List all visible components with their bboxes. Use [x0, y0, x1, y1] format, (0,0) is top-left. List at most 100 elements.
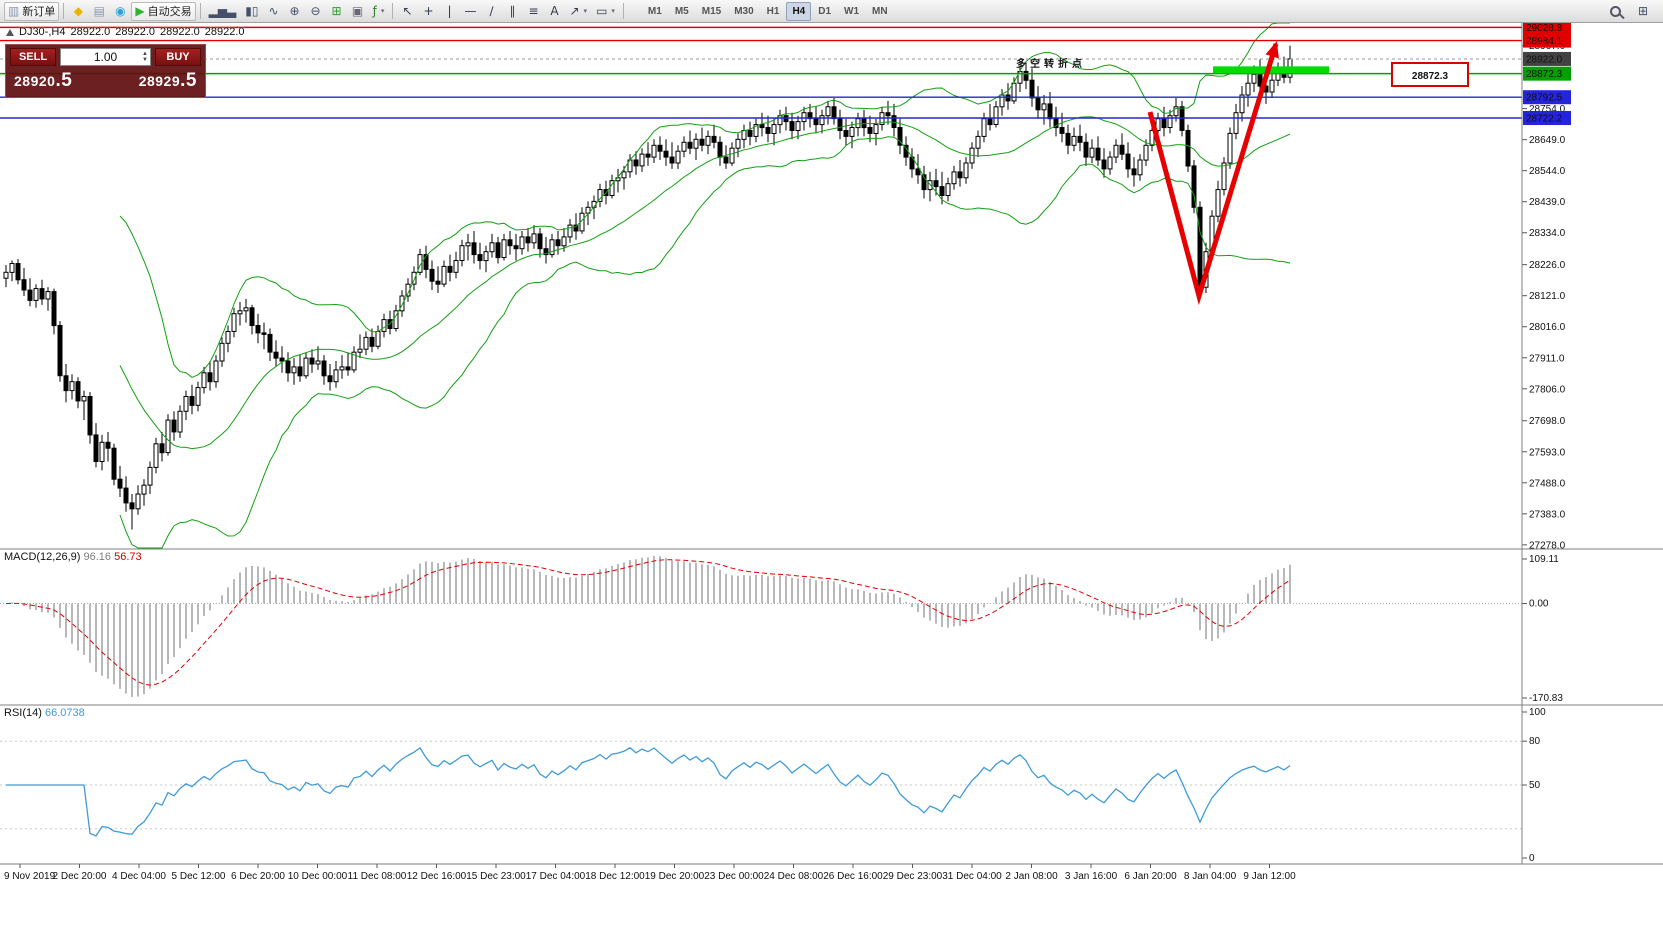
tile-windows-button[interactable]: ⊞: [326, 2, 346, 21]
svg-text:109.11: 109.11: [1529, 554, 1559, 565]
vertical-line-icon: |: [447, 4, 452, 18]
svg-text:18 Dec 12:00: 18 Dec 12:00: [585, 871, 645, 882]
algo-trading-button[interactable]: ▶ 自动交易: [131, 1, 196, 21]
toolbar-separator: [63, 3, 65, 19]
crosshair-tool[interactable]: +: [418, 2, 438, 21]
timeframe-m30[interactable]: M30: [734, 5, 754, 17]
shapes-tool-dropdown-icon[interactable]: ▾: [611, 8, 615, 15]
mql5-market-button[interactable]: ◆: [68, 2, 88, 21]
zoom-in-button[interactable]: ⊕: [284, 2, 304, 21]
svg-text:80: 80: [1529, 736, 1541, 747]
axis-price-box: [1523, 66, 1571, 81]
svg-text:28922.0: 28922.0: [1526, 54, 1563, 65]
svg-text:50: 50: [1529, 780, 1541, 791]
volume-value: 1.00: [93, 50, 118, 64]
svg-text:15 Dec 23:00: 15 Dec 23:00: [466, 871, 526, 882]
sell-button[interactable]: SELL: [10, 48, 56, 66]
chart-line-button[interactable]: ∿: [263, 2, 283, 21]
timeframe-h4[interactable]: H4: [786, 1, 812, 21]
trend-arrow[interactable]: [1147, 41, 1279, 306]
toolbar-right-group: ⊞: [1605, 2, 1659, 21]
timeframe-m15[interactable]: M15: [701, 5, 722, 17]
shapes-icon: ▭: [596, 4, 608, 18]
svg-text:17 Dec 04:00: 17 Dec 04:00: [526, 871, 586, 882]
print-button[interactable]: ▤: [89, 2, 109, 21]
algo-trading-icon: ▶: [135, 4, 145, 18]
svg-text:28544.0: 28544.0: [1529, 166, 1566, 177]
panel-collapse-icon[interactable]: [6, 28, 14, 36]
text-tool[interactable]: A: [544, 2, 564, 21]
price-scale[interactable]: 28967.028754.028649.028544.028439.028334…: [1522, 20, 1571, 864]
rsi-name: RSI(14): [4, 707, 42, 719]
magnifier-icon: [1609, 5, 1621, 17]
macd-value-signal: 56.73: [114, 551, 142, 563]
svg-text:9 Jan 12:00: 9 Jan 12:00: [1243, 871, 1296, 882]
timeframe-m1[interactable]: M1: [647, 5, 662, 17]
chart-bars-icon: ▂▅▃: [208, 4, 237, 18]
cursor-icon: ↖: [402, 4, 413, 18]
macd-name: MACD(12,26,9): [4, 551, 81, 563]
axis-price-box: [1523, 20, 1571, 35]
trendline-tool[interactable]: ∕: [481, 2, 501, 21]
search-symbols-button[interactable]: [1605, 2, 1625, 21]
toolbar-separator: [199, 3, 201, 19]
svg-text:10 Dec 00:00: 10 Dec 00:00: [288, 871, 348, 882]
zoom-out-button[interactable]: ⊖: [305, 2, 325, 21]
axis-price-box: [1523, 51, 1571, 66]
timeframe-h1[interactable]: H1: [766, 5, 780, 17]
channel-tool[interactable]: ∥: [502, 2, 522, 21]
svg-text:100: 100: [1529, 707, 1546, 718]
svg-text:2 Dec 20:00: 2 Dec 20:00: [53, 871, 107, 882]
new-chart-button[interactable]: ⊞: [1633, 2, 1653, 21]
timeframe-mn[interactable]: MN: [872, 5, 888, 17]
toolbar-separator: [392, 3, 394, 19]
axis-price-box: [1523, 90, 1571, 105]
axis-price-box: [1523, 111, 1571, 126]
volume-spin-icons[interactable]: ▲ ▼: [142, 51, 148, 63]
svg-text:0: 0: [1529, 853, 1535, 864]
svg-text:28439.0: 28439.0: [1529, 197, 1566, 208]
turning-point-text[interactable]: 多空转折点: [1016, 57, 1086, 70]
svg-text:28649.0: 28649.0: [1529, 135, 1566, 146]
volume-stepper[interactable]: 1.00 ▲ ▼: [60, 48, 151, 66]
horizontal-line-tool[interactable]: —: [460, 2, 480, 21]
one-click-row-prices: 28920.5 28929.5: [6, 69, 205, 97]
svg-text:29028.8: 29028.8: [1526, 23, 1563, 34]
ohlc-high: 28922.0: [115, 26, 155, 38]
timeframe-w1[interactable]: W1: [844, 5, 860, 17]
vertical-line-tool[interactable]: |: [439, 2, 459, 21]
mql5-market-icon: ◆: [73, 4, 83, 18]
price-axis-background: [1522, 22, 1663, 864]
arrows-tool[interactable]: ↗ ▾: [565, 2, 591, 21]
svg-text:9 Nov 2019: 9 Nov 2019: [4, 871, 56, 882]
community-button[interactable]: ◉: [110, 2, 130, 21]
rsi-value: 66.0738: [44, 707, 85, 719]
arrows-tool-dropdown-icon[interactable]: ▾: [583, 8, 588, 15]
ohlc-open: 28922.0: [70, 26, 111, 38]
chart-bars-button[interactable]: ▂▅▃: [205, 2, 241, 21]
svg-text:27806.0: 27806.0: [1529, 384, 1566, 395]
zoom-out-icon: ⊖: [310, 4, 321, 18]
timeframe-d1[interactable]: D1: [818, 5, 832, 17]
cursor-tool[interactable]: ↖: [397, 2, 417, 21]
indicators-button-dropdown-icon[interactable]: ▾: [380, 8, 385, 15]
svg-text:23 Dec 00:00: 23 Dec 00:00: [704, 871, 764, 882]
buy-button[interactable]: BUY: [155, 48, 201, 66]
arrows-icon: ↗: [569, 4, 580, 18]
indicators-button[interactable]: ƒ ▾: [368, 2, 388, 21]
timeframe-m5[interactable]: M5: [674, 5, 689, 17]
svg-text:2 Jan 08:00: 2 Jan 08:00: [1005, 871, 1058, 882]
crosshair-icon: +: [423, 4, 434, 18]
svg-text:27593.0: 27593.0: [1529, 447, 1566, 458]
price-callout[interactable]: [1391, 62, 1469, 87]
auto-arrange-button[interactable]: ▣: [347, 2, 367, 21]
chart-candles-button[interactable]: ▮▯: [241, 2, 262, 21]
fibonacci-tool[interactable]: ≡: [523, 2, 543, 21]
shapes-tool[interactable]: ▭ ▾: [592, 2, 619, 21]
new-order-button[interactable]: ▥ 新订单: [4, 1, 60, 21]
toolbar-separator: [622, 3, 624, 19]
symbol-name: DJ30-,H4: [19, 26, 66, 38]
new-order-button-label: 新订单: [22, 6, 56, 18]
symbol-info: DJ30-,H4 28922.0 28922.0 28922.0 28922.0: [6, 26, 245, 38]
